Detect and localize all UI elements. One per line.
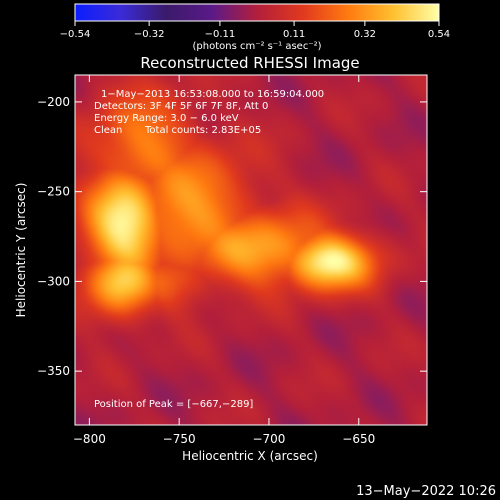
colorbar-unit-label: (photons cm⁻² s⁻¹ asec⁻²)	[192, 41, 321, 52]
y-axis: −200 −250 −300 −350	[37, 95, 427, 378]
x-tick-label: −800	[73, 432, 106, 446]
colorbar-tick-label: −0.32	[134, 29, 165, 40]
colorbar-tick-label: 0.32	[354, 29, 376, 40]
annotation-peak-position: Position of Peak = [−667,−289]	[94, 399, 253, 410]
x-tick-label: −700	[252, 432, 285, 446]
y-tick-label: −200	[37, 95, 70, 109]
y-axis-label: Heliocentric Y (arcsec)	[14, 183, 28, 318]
footer-timestamp: 13−May−2022 10:26	[356, 484, 496, 499]
heatmap	[75, 75, 427, 425]
annotation-counts: Total counts: 2.83E+05	[144, 125, 261, 136]
x-axis: −800 −750 −700 −650	[73, 75, 375, 446]
colorbar-tick-label: 0.54	[428, 29, 450, 40]
x-axis-label: Heliocentric X (arcsec)	[182, 449, 318, 463]
y-tick-label: −350	[37, 364, 70, 378]
annotation-detectors: Detectors: 3F 4F 5F 6F 7F 8F, Att 0	[94, 101, 268, 112]
colorbar-gradient	[74, 3, 440, 22]
heatmap-image	[75, 75, 427, 425]
colorbar: −0.54 −0.32 −0.11 0.11 0.32 0.54 (photons cm⁻…	[60, 3, 450, 52]
y-tick-label: −300	[37, 274, 70, 288]
annotation-method: Clean	[94, 125, 122, 136]
colorbar-tick-label: −0.54	[60, 29, 91, 40]
x-tick-label: −650	[342, 432, 375, 446]
y-tick-label: −250	[37, 185, 70, 199]
annotation-energy: Energy Range: 3.0 − 6.0 keV	[94, 113, 239, 124]
colorbar-ticks: −0.54 −0.32 −0.11 0.11 0.32 0.54	[60, 21, 450, 40]
chart-title: Reconstructed RHESSI Image	[140, 54, 359, 72]
colorbar-tick-label: 0.11	[283, 29, 305, 40]
annotations: 1−May−2013 16:53:08.000 to 16:59:04.000 …	[94, 89, 324, 410]
plot-frame	[74, 74, 428, 426]
x-tick-label: −750	[163, 432, 196, 446]
annotation-time-range: 1−May−2013 16:53:08.000 to 16:59:04.000	[101, 89, 324, 100]
colorbar-tick-label: −0.11	[205, 29, 236, 40]
